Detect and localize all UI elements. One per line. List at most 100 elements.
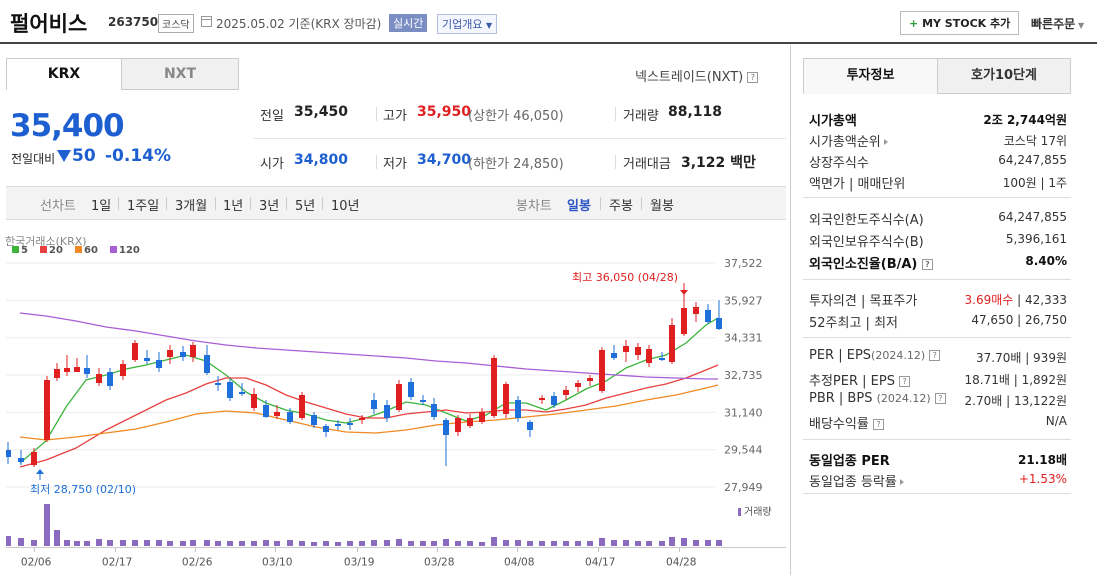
candle — [681, 294, 687, 336]
legend-ma60: 60 — [75, 245, 98, 256]
candle-body — [599, 350, 605, 391]
candle-body — [31, 452, 37, 465]
tab-krx[interactable]: KRX — [6, 58, 122, 90]
volume-bar — [263, 540, 269, 546]
help-icon[interactable]: ? — [899, 376, 911, 387]
y-tick-label: 27,949 — [724, 481, 763, 494]
candle-body — [64, 368, 70, 372]
candle-chart[interactable]: 37,522 35,927 34,331 32,735 31,140 29,544 27,9… — [6, 257, 786, 497]
volume-bar — [335, 542, 341, 546]
period-10y[interactable]: 10년 — [331, 199, 360, 214]
volume-bar — [190, 540, 196, 546]
volume-bar — [646, 541, 652, 546]
candle-body — [299, 395, 305, 418]
candle-body — [6, 450, 11, 457]
x-tick-label: 02/06 — [21, 556, 52, 568]
period-1y[interactable]: 1년 — [223, 199, 244, 214]
period-3m[interactable]: 3개월 — [175, 199, 208, 214]
candle-body — [503, 384, 509, 414]
candle — [646, 345, 652, 367]
period-5y[interactable]: 5년 — [295, 199, 316, 214]
help-icon[interactable]: ? — [934, 393, 946, 404]
row-label: 외국인보유주식수(B) — [809, 235, 924, 250]
tab-orderbook[interactable]: 호가10단계 — [937, 58, 1071, 94]
period-weekly[interactable]: 주봉 — [609, 199, 633, 214]
candle-body — [563, 390, 569, 395]
add-mystock-button[interactable]: + MY STOCK 추가 — [900, 11, 1020, 35]
period-monthly[interactable]: 월봉 — [650, 199, 674, 214]
volume-bar — [479, 542, 485, 546]
candle — [408, 378, 414, 400]
lower-limit: (하한가 24,850) — [468, 157, 564, 172]
quick-order-button[interactable]: 빠른주문 ▼ — [1031, 15, 1084, 32]
candle-body — [323, 426, 329, 432]
volume-bar — [120, 540, 126, 546]
candle-body — [693, 307, 699, 314]
y-tick-label: 32,735 — [724, 369, 763, 382]
pbr-date: (2024.12) — [876, 392, 931, 405]
candle — [587, 375, 593, 386]
realtime-button[interactable]: 실시간 — [389, 14, 428, 32]
candle-body — [455, 418, 461, 432]
period-3y[interactable]: 3년 — [259, 199, 280, 214]
x-tick-label: 03/19 — [344, 556, 375, 568]
period-daily[interactable]: 일봉 — [567, 199, 591, 214]
help-icon[interactable]: ? — [921, 259, 933, 270]
nextrade-link[interactable]: 넥스트레이드(NXT) ? — [635, 66, 759, 85]
candle — [287, 408, 293, 424]
candle-body — [659, 358, 665, 360]
company-overview-button[interactable]: 기업개요 ▼ — [437, 14, 498, 34]
candle-body — [239, 392, 245, 394]
period-bar — [6, 186, 786, 220]
period-1w[interactable]: 1주일 — [127, 199, 160, 214]
candle — [527, 420, 533, 437]
candle — [347, 418, 353, 430]
row-value: 64,247,855 — [998, 210, 1067, 224]
candle-chart-head[interactable]: 봉차트 — [516, 199, 552, 214]
section-divider — [803, 279, 1071, 280]
divider — [615, 155, 616, 169]
divider — [615, 107, 616, 121]
candle — [215, 376, 221, 391]
nextrade-label: 넥스트레이드(NXT) — [635, 70, 744, 85]
candle — [396, 380, 402, 412]
candle — [335, 420, 341, 430]
volume-value: 88,118 — [668, 104, 723, 120]
candle — [539, 395, 545, 404]
row-label: 동일업종 PER — [809, 454, 890, 469]
candle-body — [646, 349, 652, 363]
candle-body — [705, 310, 711, 322]
volume-bar — [455, 541, 461, 546]
tab-invest-info[interactable]: 투자정보 — [803, 58, 938, 94]
help-icon[interactable]: ? — [747, 72, 759, 83]
candle-body — [396, 384, 402, 410]
candle — [274, 405, 280, 419]
candle — [96, 368, 102, 386]
tab-nxt[interactable]: NXT — [121, 58, 239, 90]
candle-body — [18, 458, 24, 462]
upper-limit: (상한가 46,050) — [468, 109, 564, 124]
plus-icon: + — [909, 17, 919, 30]
candle-body — [132, 343, 138, 360]
volume-bar — [503, 540, 509, 546]
period-1d[interactable]: 1일 — [91, 199, 112, 214]
line-chart-head[interactable]: 선차트 — [40, 199, 76, 214]
ma60-line — [19, 384, 719, 441]
current-price: 35,400 — [10, 108, 125, 144]
candle-body — [575, 383, 581, 387]
candle — [479, 408, 485, 424]
candle — [623, 340, 629, 362]
per-date: (2024.12) — [871, 349, 926, 362]
candle-body — [120, 364, 126, 376]
volume-bar — [359, 541, 365, 546]
help-icon[interactable]: ? — [929, 350, 941, 361]
row-value: 18.71배 | 1,892원 — [964, 373, 1067, 387]
candle — [299, 392, 305, 420]
help-icon[interactable]: ? — [872, 419, 884, 430]
volume-bar — [299, 541, 305, 546]
row-value: 47,650 | 26,750 — [971, 313, 1067, 327]
volume-bar — [599, 538, 605, 546]
volume-bar — [443, 539, 449, 546]
candle-body — [539, 398, 545, 400]
candle-body — [156, 360, 162, 368]
